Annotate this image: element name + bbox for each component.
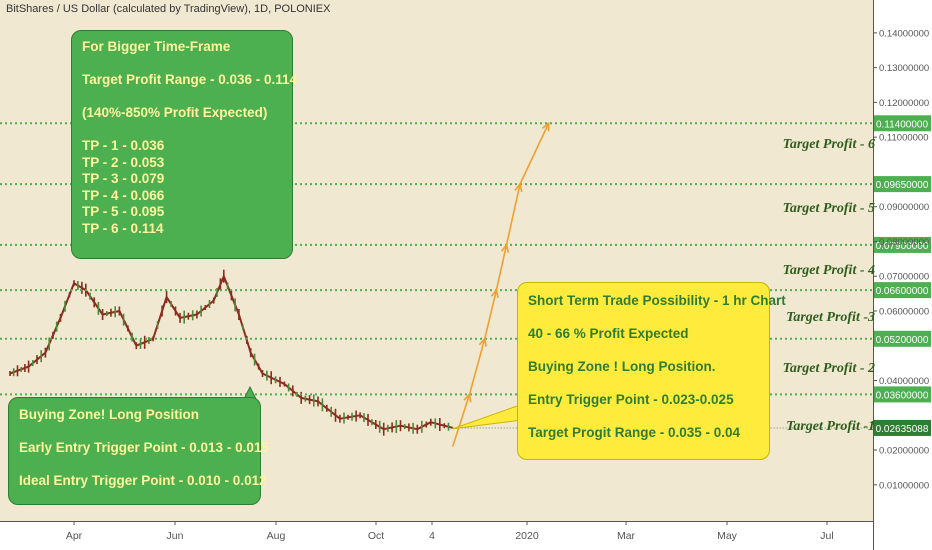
- y-tick-label: 0.02000000: [879, 446, 929, 457]
- y-tick-label: 0.08000000: [879, 237, 929, 248]
- x-tick-label: 4: [429, 530, 435, 542]
- projection-segment: [451, 394, 471, 447]
- projection-segment: [495, 244, 508, 291]
- target-profit-label: Target Profit - 5: [782, 201, 875, 216]
- bigger-timeframe-heading: For Bigger Time-Frame: [82, 39, 231, 54]
- x-tick-label: May: [717, 530, 738, 542]
- target-profit-label: Target Profit - 4: [782, 263, 875, 278]
- x-tick-label: Oct: [368, 530, 384, 542]
- short-term-range: Target Progit Range - 0.035 - 0.04: [528, 425, 741, 440]
- short-term-expected: 40 - 66 % Profit Expected: [528, 326, 689, 341]
- short-term-entry: Entry Trigger Point - 0.023-0.025: [528, 392, 734, 407]
- y-tick-label: 0.13000000: [879, 63, 929, 74]
- tp-item: TP - 5 - 0.095: [82, 204, 165, 219]
- level-price-label: 0.07900000: [876, 241, 929, 252]
- target-profit-label: Target Profit - 6: [782, 137, 875, 152]
- y-tick-label: 0.14000000: [879, 28, 929, 39]
- y-tick-label: 0.07000000: [879, 272, 929, 283]
- level-price-label: 0.09650000: [876, 180, 929, 191]
- profit-expected-text: (140%-850% Profit Expected): [82, 105, 268, 120]
- bigger-timeframe-box: For Bigger Time-Frame Target Profit Rang…: [71, 30, 298, 259]
- level-price-tag: [874, 330, 931, 347]
- buying-zone-box: Buying Zone! Long Position Early Entry T…: [8, 397, 269, 505]
- price-axis-background: [873, 0, 932, 550]
- ideal-entry-text: Ideal Entry Trigger Point - 0.010 - 0.01…: [19, 473, 267, 488]
- projection-segment: [505, 183, 521, 246]
- level-price-tag: [874, 282, 931, 299]
- level-price-label: 0.03600000: [876, 390, 929, 401]
- tp-item: TP - 3 - 0.079: [82, 171, 165, 186]
- y-tick-label: 0.11000000: [879, 133, 929, 144]
- level-price-tag: [874, 386, 931, 403]
- y-tick-label: 0.01000000: [879, 480, 929, 491]
- projection-segment: [468, 338, 486, 395]
- short-term-box: Short Term Trade Possibility - 1 hr Char…: [517, 282, 786, 460]
- target-range-text: Target Profit Range - 0.036 - 0.114: [82, 72, 298, 87]
- current-price-label: 0.02635088: [876, 424, 929, 435]
- chart-title: BitShares / US Dollar (calculated by Tra…: [6, 3, 331, 15]
- level-price-label: 0.06600000: [876, 286, 929, 297]
- x-tick-label: Aug: [267, 530, 286, 542]
- buying-zone-heading: Buying Zone! Long Position: [19, 407, 199, 422]
- y-tick-label: 0.12000000: [879, 98, 929, 109]
- tp-item: TP - 2 - 0.053: [82, 154, 165, 170]
- y-tick-label: 0.04000000: [879, 376, 929, 387]
- target-profit-label: Target Profit -3: [786, 310, 875, 325]
- tp-item: TP - 6 - 0.114: [82, 220, 164, 236]
- x-tick-label: Mar: [617, 530, 636, 542]
- level-price-tag: [874, 236, 931, 253]
- current-price-tag: [874, 419, 931, 436]
- x-tick-label: Jul: [820, 530, 833, 542]
- x-tick-label: 2020: [515, 530, 539, 542]
- short-term-heading: Short Term Trade Possibility - 1 hr Char…: [528, 293, 786, 308]
- level-price-tag: [874, 115, 931, 132]
- tp-item: TP - 1 - 0.036: [82, 138, 165, 153]
- projection-segment: [519, 122, 550, 185]
- target-profit-label: Target Profit -1: [786, 419, 875, 434]
- target-profit-label: Target Profit - 2: [782, 361, 875, 376]
- y-tick-label: 0.09000000: [879, 202, 929, 213]
- tp-item: TP - 4 - 0.066: [82, 187, 165, 203]
- x-tick-label: Jun: [167, 530, 184, 542]
- y-tick-label: 0.06000000: [879, 306, 929, 317]
- short-term-zone: Buying Zone ! Long Position.: [528, 359, 716, 374]
- x-tick-label: Apr: [66, 530, 83, 542]
- early-entry-text: Early Entry Trigger Point - 0.013 - 0.01…: [19, 440, 269, 455]
- projection-arrowhead: [541, 121, 550, 132]
- time-axis-background: [0, 521, 873, 550]
- level-price-label: 0.05200000: [876, 335, 929, 346]
- projection-segment: [483, 289, 498, 339]
- level-price-tag: [874, 176, 931, 193]
- level-price-label: 0.11400000: [876, 119, 929, 130]
